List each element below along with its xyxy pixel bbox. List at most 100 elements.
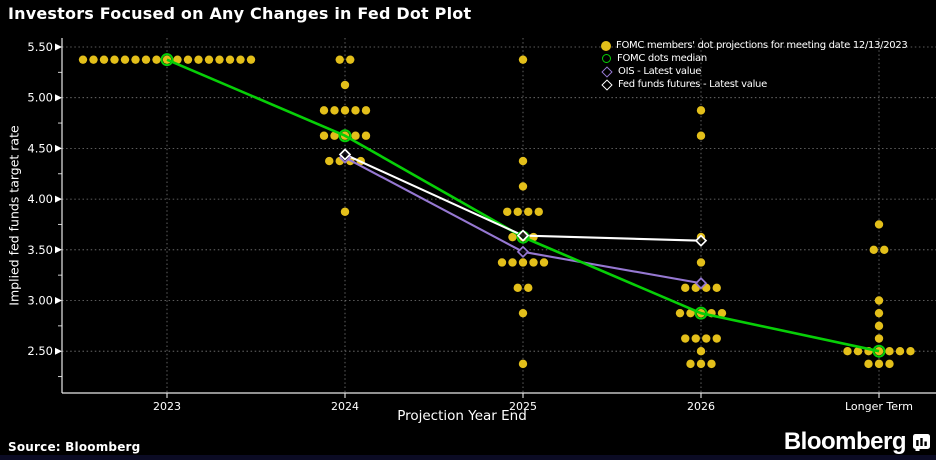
legend: FOMC members' dot projections for meetin… — [601, 39, 908, 91]
x-tick-label: 2025 — [509, 400, 537, 413]
fomc-dot — [508, 232, 517, 242]
bloomberg-wordmark: Bloomberg — [783, 428, 907, 455]
y-tick-arrow — [55, 297, 62, 304]
fomc-dot — [518, 359, 528, 369]
x-tick-label: 2026 — [687, 400, 715, 413]
y-tick-arrow — [55, 246, 62, 254]
fomc-dot — [78, 55, 88, 64]
legend-label: Fed funds futures - Latest value — [618, 79, 767, 90]
fomc-dot — [874, 321, 884, 331]
x-tick-label: 2023 — [153, 400, 181, 413]
fomc-dot — [707, 359, 716, 369]
fomc-dot — [335, 55, 344, 64]
x-axis-title: Projection Year End — [397, 408, 527, 424]
y-tick-arrow — [55, 94, 62, 102]
fomc-dot — [524, 207, 533, 216]
fomc-dot — [529, 258, 538, 267]
fomc-dot — [141, 55, 151, 64]
fomc-dot — [325, 156, 334, 166]
fomc-dot — [518, 182, 528, 191]
median-circle — [694, 306, 708, 320]
legend-item-futures: Fed funds futures - Latest value — [601, 78, 908, 91]
fomc-dot — [89, 55, 98, 64]
fomc-dot — [361, 131, 371, 140]
median-circle — [160, 53, 174, 67]
fomc-dot — [843, 347, 852, 356]
fomc-dot — [518, 308, 528, 318]
fomc-dot — [246, 55, 256, 64]
fomc-dot — [131, 55, 140, 64]
diamond-icon — [601, 65, 613, 78]
fomc-dot — [330, 131, 339, 140]
fomc-dot — [691, 334, 700, 343]
fomc-dot — [513, 283, 522, 293]
fomc-dot — [497, 258, 507, 267]
fomc-dot — [681, 334, 690, 343]
ois-diamond — [516, 245, 530, 259]
y-tick-arrow — [55, 195, 62, 203]
fomc-dot — [110, 55, 119, 64]
fomc-dot — [173, 55, 182, 64]
median-line — [166, 58, 880, 353]
fomc-dot — [895, 347, 905, 356]
fomc-dot — [874, 220, 884, 229]
fomc-dot — [215, 55, 224, 64]
legend-label: FOMC members' dot projections for meetin… — [616, 40, 908, 51]
fomc-dot — [906, 347, 915, 356]
fomc-dot — [874, 334, 884, 343]
fomc-dot — [204, 55, 214, 64]
diamond-icon — [601, 78, 613, 91]
futures-diamond — [516, 229, 530, 242]
fomc-dot — [534, 207, 543, 216]
y-axis-title: Implied fed funds target rate — [6, 125, 22, 306]
fomc-dot — [874, 296, 884, 305]
fomc-dot — [361, 106, 371, 115]
fomc-dot — [539, 258, 549, 267]
filled-dot-icon — [601, 40, 611, 51]
fomc-dot — [885, 347, 894, 356]
bottom-strip — [0, 455, 936, 460]
fomc-dot — [874, 359, 884, 369]
fomc-dot — [152, 55, 161, 64]
x-tick-label: Longer Term — [845, 400, 913, 413]
fomc-dot — [503, 207, 512, 216]
y-tick-arrow — [55, 43, 62, 51]
y-tick-label: 4.50 — [27, 141, 53, 155]
y-tick-label: 5.00 — [27, 91, 53, 105]
chart-title: Investors Focused on Any Changes in Fed … — [8, 4, 472, 23]
legend-label: FOMC dots median — [617, 53, 707, 64]
fomc-dot — [518, 55, 528, 64]
bloomberg-terminal-icon — [913, 433, 930, 451]
fomc-dot — [183, 55, 193, 64]
median-circle — [338, 129, 352, 143]
fomc-dot — [340, 207, 350, 216]
fomc-dot — [236, 55, 245, 64]
fomc-dot — [346, 55, 355, 64]
y-tick-arrow — [55, 347, 62, 355]
fomc-dot — [696, 106, 706, 115]
fomc-dot — [508, 258, 517, 267]
fomc-dot — [513, 207, 522, 216]
y-tick-label: 3.50 — [27, 243, 53, 257]
fomc-dot — [885, 359, 894, 369]
fomc-dot — [686, 359, 695, 369]
ois-diamond — [694, 277, 708, 290]
fomc-dot — [340, 80, 350, 90]
fomc-dot — [330, 106, 339, 115]
fomc-dot — [319, 106, 329, 115]
fomc-dot — [696, 131, 706, 140]
legend-label: OIS - Latest value — [618, 66, 702, 77]
fomc-dot — [681, 283, 690, 293]
fomc-dot — [712, 283, 721, 293]
fomc-dot — [686, 308, 695, 318]
fomc-dot — [853, 347, 863, 356]
y-tick-label: 2.50 — [27, 344, 53, 358]
fomc-dot — [675, 308, 685, 318]
futures-diamond — [694, 234, 708, 247]
fomc-dot — [696, 359, 706, 369]
source-label: Source: Bloomberg — [8, 440, 141, 454]
x-tick-label: 2024 — [331, 400, 359, 413]
legend-item-fomc-median: FOMC dots median — [601, 52, 908, 65]
fomc-dots — [78, 55, 915, 369]
